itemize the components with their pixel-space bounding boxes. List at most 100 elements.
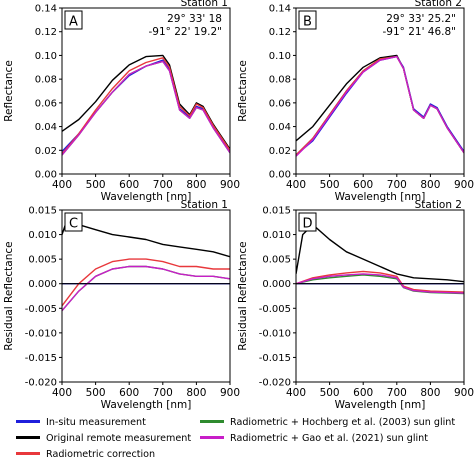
series-line-remote (62, 54, 230, 150)
plot-frame (61, 7, 231, 175)
y-axis-label: Reflectance (237, 60, 249, 122)
x-tick-label: 700 (387, 387, 407, 399)
x-tick-label: 500 (86, 179, 106, 191)
panel-letter-box (298, 212, 317, 232)
y-tick-label: -0.010 (25, 328, 57, 339)
x-tick-label: 500 (86, 387, 106, 399)
legend-label: Radiometric correction (46, 449, 155, 460)
legend-item-radiometric: Radiometric correction (16, 449, 155, 460)
legend-label: Radiometric + Gao et al. (2021) sun glin… (230, 433, 428, 444)
series-group (62, 214, 230, 312)
coordinate-label: 29° 33' 18 (167, 13, 222, 25)
plot-frame (295, 209, 465, 383)
y-tick-label: -0.015 (259, 353, 291, 364)
x-tick-label: 800 (186, 387, 206, 399)
x-axis-label: Wavelength [nm] (101, 191, 192, 203)
panel-a: 400 500 600 700 800 900 0.00 0.02 0.04 0.06 0.08 0.… (3, 0, 240, 203)
x-tick-label: 400 (52, 387, 72, 399)
y-tick-label: -0.015 (25, 353, 57, 364)
x-tick-label: 400 (286, 179, 306, 191)
series-line-remote (62, 214, 230, 258)
y-tick-label: 0.08 (35, 75, 57, 86)
series-line-hochberg (62, 265, 230, 312)
series-line-gao (62, 265, 230, 312)
panel-letter: D (302, 217, 312, 232)
y-tick-label: 0.06 (35, 98, 57, 109)
y-tick-label: -0.020 (259, 378, 291, 389)
panel-c: 400 500 600 700 800 900 -0.020 -0.015 -0.010 -0.0… (3, 199, 240, 411)
y-axis-label: Residual Reflectance (237, 241, 249, 350)
x-tick-label: 900 (220, 179, 240, 191)
series-line-gao (296, 273, 464, 294)
y-tick-label: -0.005 (25, 304, 57, 315)
panel-b: 400 500 600 700 800 900 0.00 0.02 0.04 0.06 0.08 0.… (237, 0, 474, 203)
station-label: Station 1 (181, 199, 228, 211)
y-tick-label: 0.015 (262, 206, 291, 217)
y-tick-label: 0.10 (269, 51, 291, 62)
y-tick-label: 0.04 (35, 122, 57, 133)
x-tick-label: 900 (454, 387, 474, 399)
series-line-radiometric (62, 57, 230, 155)
x-tick-label: 900 (454, 179, 474, 191)
series-line-radiometric (296, 270, 464, 293)
y-tick-label: 0.00 (269, 170, 291, 181)
y-tick-label: 0.08 (269, 75, 291, 86)
x-tick-label: 500 (320, 179, 340, 191)
legend-item-gao: Radiometric + Gao et al. (2021) sun glin… (200, 433, 428, 444)
y-tick-label: 0.10 (35, 51, 57, 62)
series-line-radiometric (296, 55, 464, 156)
legend-label: In-situ measurement (46, 417, 146, 428)
y-tick-label: 0.015 (28, 206, 57, 217)
x-axis-label: Wavelength [nm] (335, 191, 426, 203)
y-tick-label: 0.02 (269, 146, 291, 157)
series-group (296, 54, 464, 157)
legend: In-situ measurement Original remote measu… (16, 417, 455, 460)
x-tick-label: 500 (320, 387, 340, 399)
plot-frame (295, 7, 465, 175)
plot-frame (61, 209, 231, 383)
series-line-radiometric (62, 258, 230, 307)
x-tick-label: 700 (153, 387, 173, 399)
y-axis-label: Reflectance (3, 60, 15, 122)
x-tick-label: 600 (119, 179, 139, 191)
y-tick-label: -0.020 (25, 378, 57, 389)
panel-letter-box (298, 10, 317, 30)
panel-letter: B (303, 15, 312, 30)
panel-letter: A (69, 15, 78, 30)
legend-item-remote: Original remote measurement (16, 433, 191, 444)
legend-label: Radiometric + Hochberg et al. (2003) sun… (230, 417, 455, 428)
x-axis-label: Wavelength [nm] (101, 399, 192, 411)
x-tick-label: 800 (420, 179, 440, 191)
station-label: Station 2 (415, 199, 462, 211)
x-tick-label: 400 (286, 387, 306, 399)
y-tick-label: 0.14 (35, 4, 57, 15)
x-axis-label: Wavelength [nm] (335, 399, 426, 411)
y-tick-label: 0.005 (28, 255, 57, 266)
y-tick-label: 0.010 (28, 230, 57, 241)
y-tick-label: 0.06 (269, 98, 291, 109)
y-tick-label: 0.00 (35, 170, 57, 181)
series-line-remote (296, 54, 464, 154)
x-tick-label: 800 (420, 387, 440, 399)
coordinate-label: -91° 21' 46.8" (382, 26, 456, 38)
series-group (62, 54, 230, 156)
coordinate-label: 29° 33' 25.2" (386, 13, 456, 25)
coordinate-label: -91° 22' 19.2" (148, 26, 222, 38)
panel-letter-box (64, 212, 83, 232)
y-tick-label: 0.010 (262, 230, 291, 241)
legend-item-insitu: In-situ measurement (16, 417, 146, 428)
y-tick-label: 0.02 (35, 146, 57, 157)
series-line-insitu (296, 55, 464, 156)
y-tick-label: 0.12 (35, 27, 57, 38)
y-tick-label: -0.005 (259, 304, 291, 315)
x-tick-label: 400 (52, 179, 72, 191)
y-axis-label: Residual Reflectance (3, 241, 15, 350)
legend-label: Original remote measurement (46, 433, 191, 444)
x-tick-label: 600 (353, 387, 373, 399)
series-line-insitu (62, 59, 230, 154)
panel-letter: C (69, 217, 78, 232)
x-tick-label: 700 (153, 179, 173, 191)
x-tick-label: 700 (387, 179, 407, 191)
station-label: Station 1 (181, 0, 228, 9)
